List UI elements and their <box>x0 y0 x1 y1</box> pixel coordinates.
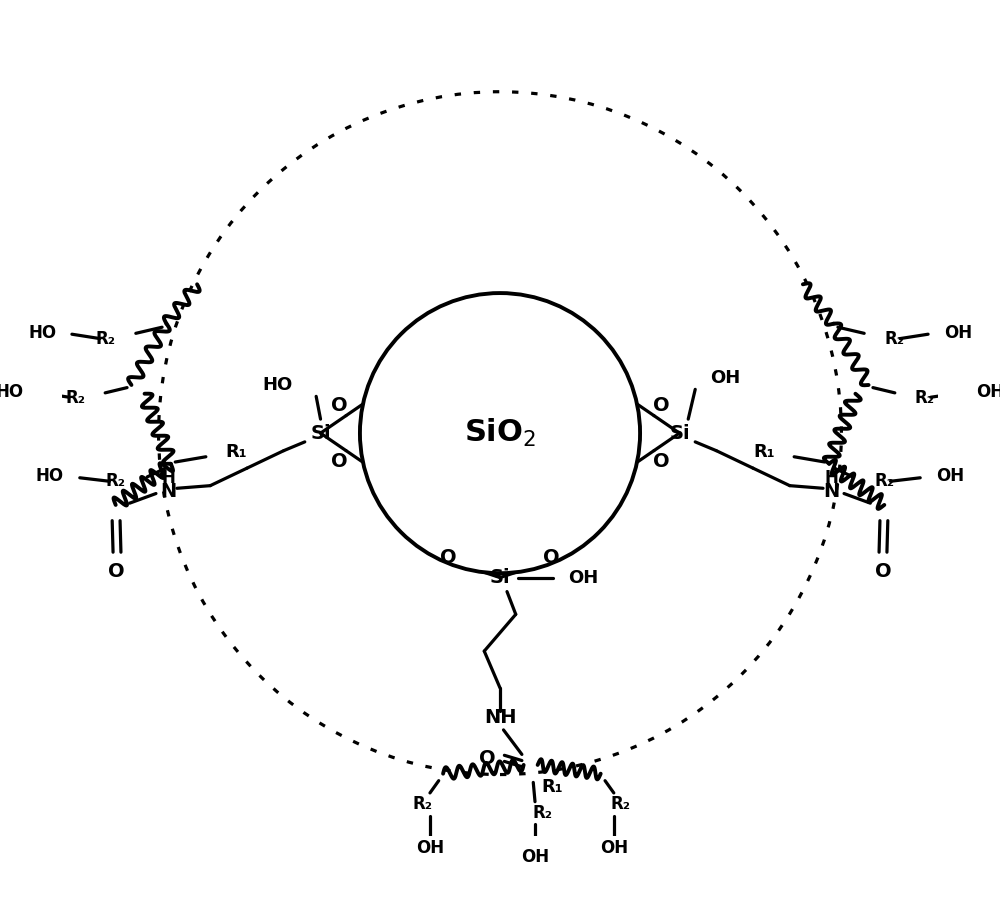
Text: OH: OH <box>936 467 964 485</box>
Text: R₂: R₂ <box>611 795 631 814</box>
Text: R₂: R₂ <box>105 472 125 490</box>
Text: O: O <box>331 451 347 470</box>
Text: HO: HO <box>36 467 64 485</box>
Text: O: O <box>440 548 457 567</box>
Text: OH: OH <box>416 839 444 857</box>
Text: N: N <box>824 482 840 501</box>
Text: O: O <box>543 548 560 567</box>
Text: OH: OH <box>976 383 1000 401</box>
Text: H: H <box>161 468 175 487</box>
Text: Si: Si <box>669 424 690 443</box>
Text: R₁: R₁ <box>542 778 563 795</box>
Text: SiO$_2$: SiO$_2$ <box>464 417 536 449</box>
Text: Si: Si <box>310 424 331 443</box>
Text: HO: HO <box>262 376 293 394</box>
Text: OH: OH <box>710 369 740 387</box>
Text: HO: HO <box>0 383 24 401</box>
Text: R₂: R₂ <box>875 472 895 490</box>
Text: R₁: R₁ <box>753 443 775 461</box>
Text: O: O <box>653 396 669 415</box>
Text: NH: NH <box>484 708 516 728</box>
Text: R₂: R₂ <box>65 389 85 407</box>
Text: R₁: R₁ <box>225 443 247 461</box>
Text: O: O <box>108 562 125 581</box>
Text: R₂: R₂ <box>884 331 904 349</box>
Text: R₂: R₂ <box>96 331 116 349</box>
Text: R₂: R₂ <box>532 804 552 822</box>
Text: O: O <box>479 749 495 768</box>
Text: O: O <box>331 396 347 415</box>
Text: O: O <box>875 562 892 581</box>
Text: R₂: R₂ <box>915 389 935 407</box>
Text: OH: OH <box>568 569 599 586</box>
Text: OH: OH <box>944 324 972 342</box>
Text: OH: OH <box>600 839 628 857</box>
Text: N: N <box>160 482 176 501</box>
Circle shape <box>360 293 640 573</box>
Text: Si: Si <box>490 568 510 587</box>
Text: HO: HO <box>28 324 56 342</box>
Text: H: H <box>825 468 839 487</box>
Text: OH: OH <box>521 848 549 866</box>
Text: R₂: R₂ <box>413 795 433 814</box>
Text: O: O <box>653 451 669 470</box>
